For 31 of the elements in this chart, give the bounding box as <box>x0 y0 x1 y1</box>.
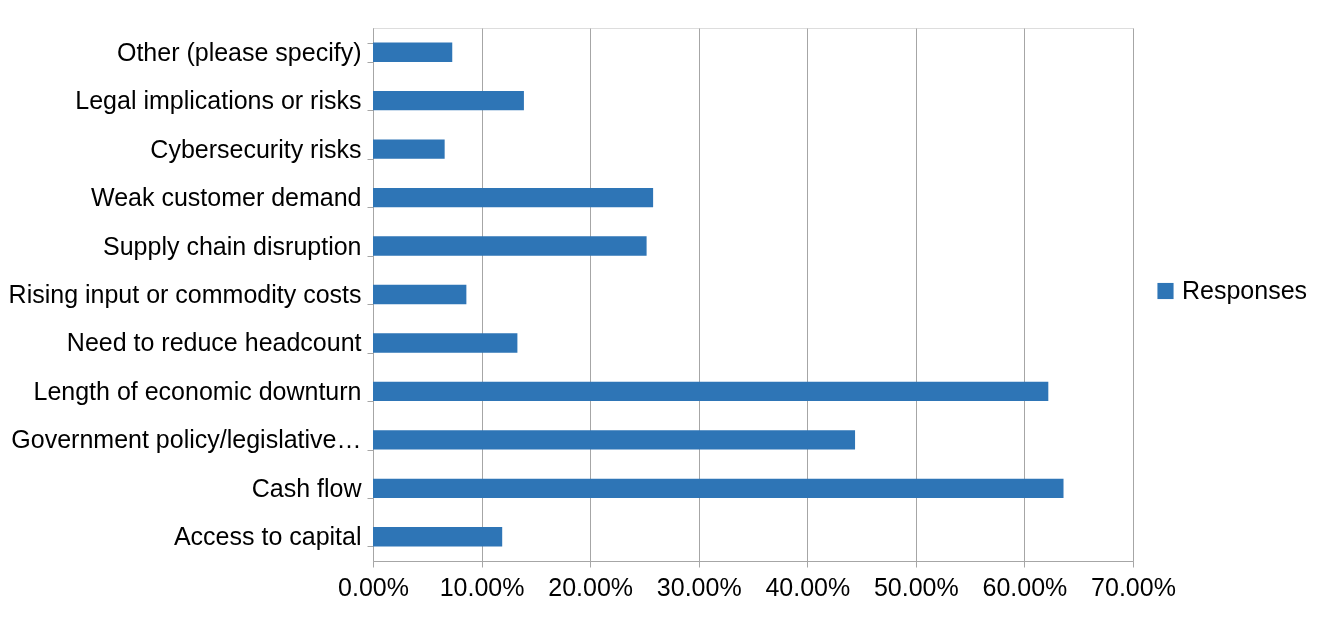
x-tick-label: 60.00% <box>982 572 1068 601</box>
x-tick-label: 10.00% <box>439 572 525 601</box>
bar <box>373 478 1064 499</box>
bar <box>373 333 518 353</box>
y-tick-label: Access to capital <box>173 522 362 551</box>
bar <box>373 236 647 256</box>
y-tick-label: Other (please specify) <box>116 37 362 66</box>
y-tick-label: Government policy/legislative… <box>11 425 362 454</box>
x-tick-label: 40.00% <box>765 572 851 601</box>
bar <box>373 42 453 62</box>
y-tick-label: Supply chain disruption <box>103 231 362 260</box>
x-tick-label: 0.00% <box>338 572 409 601</box>
bar <box>373 187 654 208</box>
bar <box>373 381 1049 402</box>
x-tick-label: 50.00% <box>873 572 959 601</box>
y-tick-label: Cybersecurity risks <box>150 134 362 163</box>
x-tick-label: 20.00% <box>548 572 634 601</box>
bar <box>373 284 467 305</box>
x-tick-label: 70.00% <box>1091 572 1176 601</box>
bar <box>373 90 524 111</box>
y-tick-label: Need to reduce headcount <box>66 328 362 357</box>
bar <box>373 430 856 450</box>
legend-label: Responses <box>1182 276 1308 304</box>
bar <box>373 139 445 159</box>
bar <box>373 527 503 547</box>
y-tick-label: Rising input or commodity costs <box>8 280 362 308</box>
y-tick-label: Cash flow <box>251 473 363 502</box>
x-tick-label: 30.00% <box>656 572 742 601</box>
y-tick-label: Weak customer demand <box>91 183 362 212</box>
y-tick-label: Length of economic downturn <box>33 376 362 405</box>
y-tick-label: Legal implications or risks <box>75 86 362 115</box>
